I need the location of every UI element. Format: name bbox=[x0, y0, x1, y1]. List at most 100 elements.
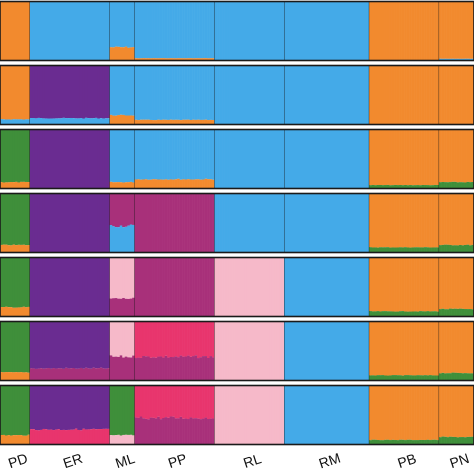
bar-RM-14-blue bbox=[316, 194, 320, 252]
bar-RL-3-blue bbox=[219, 130, 223, 188]
bar-ER-25-hotpink bbox=[89, 429, 93, 444]
bar-ER-24-purple bbox=[87, 130, 91, 188]
bar-PD-2-orange bbox=[2, 2, 6, 60]
bar-ER-24-blue bbox=[87, 118, 91, 124]
bar-PN-1-green bbox=[439, 309, 442, 316]
bar-ML-8-blue bbox=[127, 66, 131, 116]
bar-PB-21-green bbox=[419, 439, 422, 444]
bar-PP-8-magenta bbox=[152, 258, 155, 316]
bar-RM-34-blue bbox=[366, 2, 370, 60]
bar-ML-8-blue bbox=[127, 130, 131, 183]
bar-RM-16-blue bbox=[321, 322, 325, 380]
bar-PN-4-orange bbox=[446, 194, 450, 245]
bar-PD-10-green bbox=[22, 130, 26, 182]
bar-PD-3-orange bbox=[4, 244, 8, 252]
bar-PN-12-orange bbox=[466, 66, 470, 124]
bar-PP-3-magenta bbox=[139, 416, 143, 444]
bar-ER-25-purple bbox=[89, 386, 93, 430]
bar-PP-32-magenta bbox=[212, 258, 215, 316]
bar-RL-25-blue bbox=[274, 2, 278, 60]
bar-PD-1-blue bbox=[0, 119, 3, 124]
bar-ER-27-blue bbox=[94, 117, 98, 124]
bar-PB-16-orange bbox=[406, 386, 410, 440]
bar-PB-3-orange bbox=[374, 130, 377, 186]
bar-ML-5-magenta bbox=[119, 298, 123, 316]
bar-PN-1-orange bbox=[439, 194, 442, 246]
bar-PB-10-orange bbox=[391, 194, 395, 248]
bar-RM-17-blue bbox=[324, 194, 328, 252]
bar-ER-8-magenta bbox=[47, 368, 51, 380]
bar-RL-6-blue bbox=[227, 130, 230, 188]
bar-ML-4-pink bbox=[117, 434, 121, 444]
bar-PD-2-orange bbox=[2, 434, 6, 444]
bar-RL-23-blue bbox=[269, 130, 273, 188]
bar-ML-1-magenta bbox=[109, 194, 113, 226]
bar-PN-3-orange bbox=[444, 258, 447, 310]
bar-PN-9-green bbox=[459, 245, 462, 252]
bar-RM-28-blue bbox=[351, 386, 355, 444]
bar-RM-1-blue bbox=[284, 66, 288, 124]
bar-PP-29-orange bbox=[204, 178, 208, 188]
bar-PN-8-orange bbox=[456, 130, 460, 183]
bar-ER-1-purple bbox=[29, 66, 33, 119]
bar-ER-17-purple bbox=[69, 386, 73, 430]
bar-PB-13-green bbox=[399, 311, 402, 316]
bar-PN-10-orange bbox=[461, 66, 465, 124]
bar-RL-26-blue bbox=[276, 130, 280, 188]
bar-PD-8-orange bbox=[17, 244, 21, 252]
bar-PB-24-green bbox=[426, 247, 430, 252]
bar-RL-28-blue bbox=[281, 130, 285, 188]
bar-PD-11-green bbox=[24, 322, 28, 373]
bar-PD-12-orange bbox=[27, 306, 31, 316]
bar-RL-15-blue bbox=[249, 2, 253, 60]
bar-ER-12-hotpink bbox=[57, 429, 61, 444]
bar-PP-28-magenta bbox=[202, 418, 205, 444]
bar-ML-7-magenta bbox=[124, 298, 128, 316]
bar-RM-1-blue bbox=[284, 130, 288, 188]
bar-ML-7-green bbox=[124, 386, 128, 435]
bar-PN-11-green bbox=[464, 373, 467, 380]
bar-ER-10-purple bbox=[52, 194, 56, 252]
bar-PB-25-orange bbox=[429, 386, 432, 441]
bar-PP-1-blue bbox=[134, 2, 138, 59]
bar-ML-2-pink bbox=[112, 435, 116, 444]
bar-PB-9-green bbox=[389, 375, 392, 380]
bar-PB-8-orange bbox=[386, 194, 390, 248]
bar-PD-8-green bbox=[17, 386, 21, 436]
bar-ER-12-purple bbox=[57, 66, 61, 119]
bar-RL-22-blue bbox=[266, 2, 270, 60]
bar-PP-20-magenta bbox=[182, 356, 185, 380]
bar-ML-4-blue bbox=[117, 227, 121, 252]
bar-PB-1-green bbox=[369, 185, 373, 188]
bar-PN-11-green bbox=[464, 182, 467, 188]
bar-PD-6-orange bbox=[12, 372, 16, 380]
bar-RM-13-blue bbox=[314, 194, 318, 252]
bar-RL-12-blue bbox=[241, 130, 245, 188]
bar-PD-3-orange bbox=[4, 182, 8, 188]
bar-PB-1-orange bbox=[369, 66, 373, 124]
bar-PP-13-orange bbox=[164, 58, 168, 60]
bar-PB-7-green bbox=[384, 375, 387, 380]
bar-PP-29-magenta bbox=[204, 194, 208, 252]
bar-PP-18-magenta bbox=[177, 418, 180, 444]
bar-PP-10-hotpink bbox=[157, 386, 160, 417]
bar-RL-23-blue bbox=[269, 194, 273, 252]
bar-PB-15-orange bbox=[404, 258, 407, 312]
bar-PB-17-orange bbox=[409, 258, 412, 312]
bar-ER-11-purple bbox=[54, 386, 58, 430]
bar-PP-24-hotpink bbox=[192, 386, 195, 419]
bar-PB-26-orange bbox=[431, 194, 435, 248]
bar-PP-29-blue bbox=[204, 130, 208, 179]
bar-RL-18-pink bbox=[256, 258, 260, 316]
bar-PP-29-magenta bbox=[204, 417, 208, 444]
bar-PB-6-orange bbox=[381, 2, 385, 60]
bar-ER-28-hotpink bbox=[97, 429, 101, 444]
bar-PB-19-green bbox=[414, 185, 417, 188]
bar-RL-25-pink bbox=[274, 258, 278, 316]
bar-PP-14-blue bbox=[167, 66, 170, 120]
bar-PP-24-blue bbox=[192, 2, 195, 59]
bar-ML-4-blue bbox=[117, 130, 121, 183]
bar-PP-23-blue bbox=[189, 130, 193, 180]
bar-PB-20-green bbox=[416, 375, 420, 380]
bar-ER-26-hotpink bbox=[92, 428, 96, 444]
